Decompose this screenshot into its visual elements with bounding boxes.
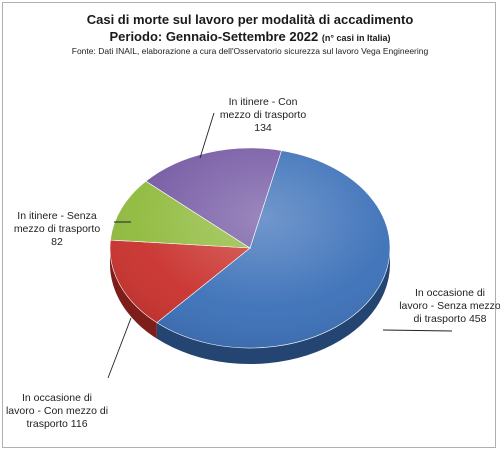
leader-line-0 [382, 329, 453, 332]
pie-tops [109, 147, 391, 349]
slice-label-2-line-2: 82 [51, 236, 63, 248]
slice-label-1: In occasione di lavoro - Con mezzo di tras… [6, 392, 108, 430]
chart-subtitle-period: Periodo: Gennaio-Settembre 2022 [109, 29, 319, 44]
slice-label-2-line-1: mezzo di trasporto [14, 223, 101, 235]
slice-labels: In occasione di lavoro - Senza mezzo di tr… [6, 96, 500, 430]
chart-subtitle: Periodo: Gennaio-Settembre 2022 (n° casi… [0, 29, 500, 46]
slice-label-3-line-0: In itinere - Con [229, 96, 298, 108]
slice-label-1-line-1: lavoro - Con mezzo di [6, 405, 108, 417]
chart-subtitle-note: (n° casi in Italia) [321, 33, 391, 43]
chart-source: Fonte: Dati INAIL, elaborazione a cura d… [71, 46, 429, 56]
slice-label-3-line-1: mezzo di trasporto [220, 109, 307, 121]
slice-label-0-line-2: di trasporto 458 [414, 313, 487, 325]
slice-label-0: In occasione di lavoro - Senza mezzo di tr… [399, 287, 500, 325]
slice-label-1-line-0: In occasione di [22, 392, 92, 404]
slice-label-2: In itinere - Senza mezzo di trasporto 82 [14, 210, 101, 248]
slice-label-2-line-0: In itinere - Senza [17, 210, 97, 222]
chart-title: Casi di morte sul lavoro per modalità di… [86, 12, 414, 27]
slice-label-3-line-2: 134 [254, 122, 272, 134]
slice-label-3: In itinere - Con mezzo di trasporto 134 [220, 96, 307, 134]
leader-line-1 [107, 317, 132, 379]
slice-label-0-line-0: In occasione di [415, 287, 485, 299]
slice-label-0-line-1: lavoro - Senza mezzo [399, 300, 500, 312]
leader-lines [107, 112, 453, 379]
slice-label-1-line-2: trasporto 116 [26, 418, 87, 430]
leader-line-3 [199, 112, 215, 159]
